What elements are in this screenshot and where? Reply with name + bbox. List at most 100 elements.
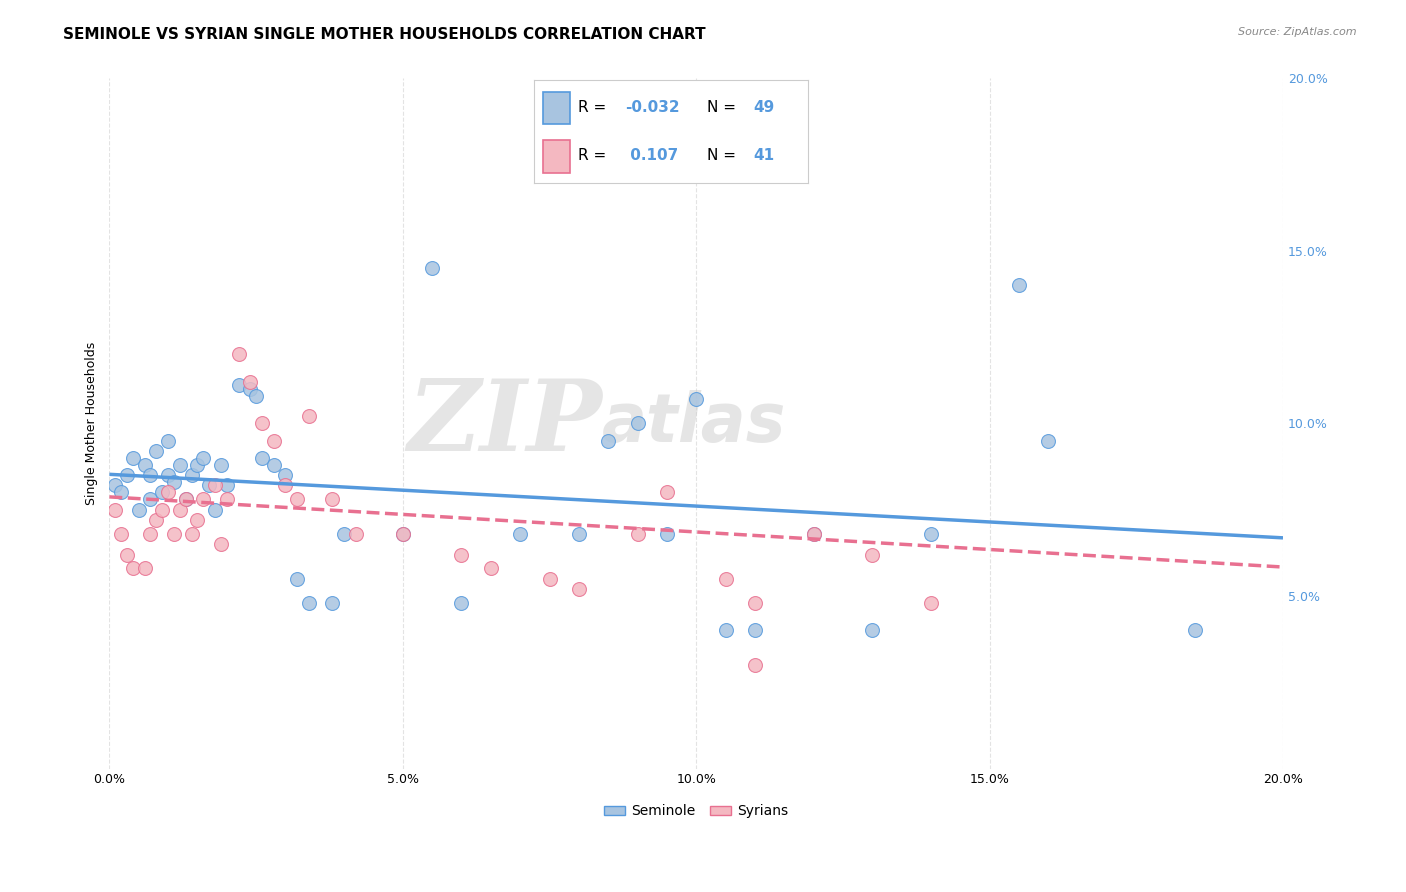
Point — [714, 572, 737, 586]
Point — [803, 526, 825, 541]
Point — [391, 526, 413, 541]
Point — [744, 624, 766, 638]
Point — [198, 478, 221, 492]
Point — [538, 572, 561, 586]
Text: N =: N = — [707, 148, 735, 162]
Text: Source: ZipAtlas.com: Source: ZipAtlas.com — [1239, 27, 1357, 37]
Point — [204, 478, 226, 492]
Point — [110, 485, 132, 500]
Point — [803, 526, 825, 541]
Text: SEMINOLE VS SYRIAN SINGLE MOTHER HOUSEHOLDS CORRELATION CHART: SEMINOLE VS SYRIAN SINGLE MOTHER HOUSEHO… — [63, 27, 706, 42]
Text: atlas: atlas — [602, 391, 787, 457]
Point — [228, 347, 250, 361]
Point — [744, 596, 766, 610]
Point — [163, 526, 186, 541]
Text: -0.032: -0.032 — [624, 101, 679, 115]
Point — [860, 548, 883, 562]
Point — [744, 658, 766, 673]
Point — [245, 389, 267, 403]
Point — [285, 572, 308, 586]
Point — [209, 458, 232, 472]
Point — [228, 378, 250, 392]
Point — [150, 485, 173, 500]
Point — [598, 434, 620, 448]
Point — [298, 596, 321, 610]
Point — [285, 492, 308, 507]
Point — [139, 526, 162, 541]
Point — [920, 526, 942, 541]
Point — [714, 624, 737, 638]
Point — [1008, 278, 1031, 293]
Point — [157, 434, 180, 448]
Text: N =: N = — [707, 101, 735, 115]
Point — [626, 417, 648, 431]
Point — [391, 526, 413, 541]
Point — [134, 561, 156, 575]
Point — [145, 444, 167, 458]
Point — [215, 492, 238, 507]
Point — [263, 458, 285, 472]
Point — [568, 582, 591, 596]
Y-axis label: Single Mother Households: Single Mother Households — [86, 342, 98, 505]
Point — [174, 492, 197, 507]
Point — [450, 548, 472, 562]
Point — [568, 526, 591, 541]
Point — [239, 382, 262, 396]
Point — [139, 468, 162, 483]
Point — [180, 526, 202, 541]
Point — [134, 458, 156, 472]
Point — [655, 485, 678, 500]
Text: R =: R = — [578, 148, 606, 162]
Point — [145, 513, 167, 527]
Point — [104, 478, 127, 492]
Point — [115, 468, 138, 483]
Point — [215, 478, 238, 492]
Point — [626, 526, 648, 541]
Point — [193, 450, 215, 465]
Point — [298, 409, 321, 424]
Point — [163, 475, 186, 489]
Point — [250, 417, 273, 431]
Point — [186, 513, 208, 527]
Point — [115, 548, 138, 562]
Point — [193, 492, 215, 507]
Point — [169, 458, 191, 472]
Point — [860, 624, 883, 638]
Text: 41: 41 — [754, 148, 775, 162]
Point — [655, 526, 678, 541]
Point — [122, 450, 145, 465]
Point — [204, 502, 226, 516]
Point — [250, 450, 273, 465]
Point — [110, 526, 132, 541]
Point — [274, 468, 297, 483]
Point — [239, 375, 262, 389]
Point — [333, 526, 356, 541]
FancyBboxPatch shape — [543, 140, 569, 173]
Point — [209, 537, 232, 551]
Text: ZIP: ZIP — [408, 375, 602, 472]
Point — [685, 157, 707, 171]
Point — [180, 468, 202, 483]
Point — [685, 392, 707, 406]
Point — [1038, 434, 1060, 448]
Point — [186, 458, 208, 472]
Legend: Seminole, Syrians: Seminole, Syrians — [598, 798, 794, 824]
FancyBboxPatch shape — [543, 92, 569, 124]
Text: R =: R = — [578, 101, 606, 115]
Point — [169, 502, 191, 516]
Text: 0.107: 0.107 — [624, 148, 678, 162]
Point — [174, 492, 197, 507]
Point — [479, 561, 502, 575]
Point — [1184, 624, 1206, 638]
Point — [150, 502, 173, 516]
Point — [104, 502, 127, 516]
Point — [450, 596, 472, 610]
Point — [122, 561, 145, 575]
Point — [157, 485, 180, 500]
Point — [263, 434, 285, 448]
Point — [128, 502, 150, 516]
Point — [139, 492, 162, 507]
Point — [321, 596, 343, 610]
Point — [344, 526, 367, 541]
Point — [420, 260, 443, 275]
